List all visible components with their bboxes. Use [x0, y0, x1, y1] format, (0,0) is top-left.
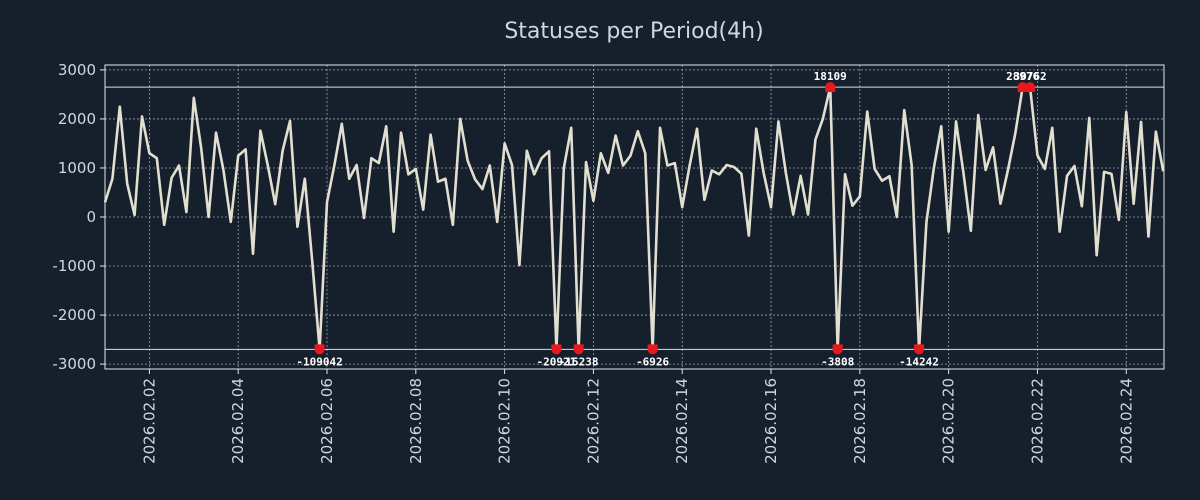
- clipped-point-marker-base: [914, 344, 925, 350]
- clipped-point-label: -15238: [559, 355, 599, 368]
- axis-layer: 3000 2000 1000 0 -1000 -2000 -3000 2026.02.02 20…: [52, 61, 1135, 464]
- chart-title: Statuses per Period(4h): [504, 19, 763, 44]
- clipped-point-label: -20921: [537, 355, 577, 368]
- x-tick-label: 2026.02.10: [496, 378, 514, 464]
- clipped-point-marker-base: [573, 344, 584, 350]
- x-tick-label: 2026.02.22: [1028, 378, 1046, 464]
- clipped-point-marker-base: [832, 344, 843, 350]
- x-tick-label: 2026.02.16: [762, 378, 780, 464]
- clipped-point-label: -14242: [899, 355, 939, 368]
- x-tick-label: 2026.02.12: [584, 378, 602, 464]
- y-tick-label: -3000: [52, 355, 96, 373]
- y-tick-label: -2000: [52, 306, 96, 324]
- clipped-point-marker-base: [1025, 87, 1036, 93]
- clipped-point-label: -3808: [821, 355, 854, 368]
- grid-layer: [105, 65, 1164, 369]
- x-tick-label: 2026.02.04: [229, 378, 247, 464]
- x-tick-label: 2026.02.20: [940, 378, 958, 464]
- clip-reference-lines: [105, 86, 1164, 350]
- clipped-point-label: -6926: [636, 355, 669, 368]
- clipped-point-label: 30762: [1013, 70, 1046, 83]
- x-tick-label: 2026.02.14: [673, 378, 691, 464]
- clipped-point-marker-base: [314, 344, 325, 350]
- x-tick-label: 2026.02.24: [1117, 378, 1135, 464]
- x-tick-label: 2026.02.08: [407, 378, 425, 464]
- y-tick-label: 0: [86, 208, 96, 226]
- x-tick-label: 2026.02.02: [140, 378, 158, 464]
- clipped-point-label: -109042: [296, 355, 342, 368]
- clipped-point-marker-base: [551, 344, 562, 350]
- clipped-point-marker-base: [825, 87, 836, 93]
- y-tick-label: 3000: [58, 61, 96, 79]
- x-tick-label: 2026.02.18: [851, 378, 869, 464]
- x-tick-label: 2026.02.06: [318, 378, 336, 464]
- series-layer: [103, 85, 1165, 351]
- series-line: [103, 85, 1165, 351]
- y-tick-label: 1000: [58, 159, 96, 177]
- y-tick-label: 2000: [58, 110, 96, 128]
- clipped-point-label: 18109: [814, 70, 847, 83]
- clipped-point-marker-base: [1017, 87, 1028, 93]
- y-tick-label: -1000: [52, 257, 96, 275]
- clipped-point-marker-base: [647, 344, 658, 350]
- clip-marker-layer: -109042 -20921-15238 -6926 18109 -3808 -14242…: [296, 70, 1046, 368]
- clipped-point-label: 28976: [1006, 70, 1039, 83]
